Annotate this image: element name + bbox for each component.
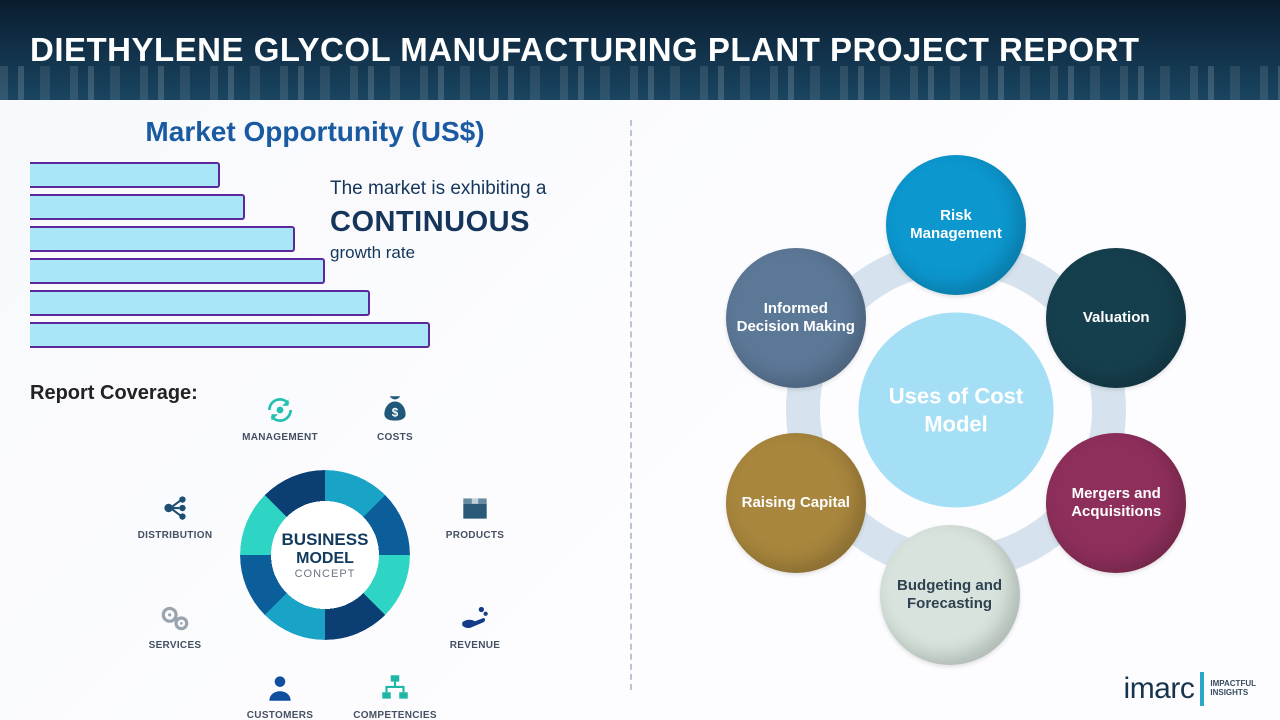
cost-model-node: Raising Capital <box>726 433 866 573</box>
market-bar <box>30 322 430 348</box>
cost-model-hub: Uses of Cost Model Risk ManagementValuat… <box>726 180 1186 640</box>
business-model-item: REVENUE <box>420 600 530 651</box>
market-bar <box>30 258 325 284</box>
left-panel: Market Opportunity (US$) The market is e… <box>0 100 630 720</box>
hub-center-label: Uses of Cost Model <box>859 383 1054 438</box>
business-model-item-label: PRODUCTS <box>420 530 530 541</box>
business-model-diagram: BUSINESS MODEL CONCEPT MANAGEMENT $ COSTS P… <box>80 400 550 710</box>
cost-model-node: Risk Management <box>886 155 1026 295</box>
logo-text: imarc <box>1124 672 1195 706</box>
hand-coins-icon <box>457 600 493 636</box>
skyline-decoration <box>0 66 1280 100</box>
business-model-item: $ COSTS <box>340 392 450 443</box>
box-icon <box>457 490 493 526</box>
market-bar <box>30 162 220 188</box>
cost-model-node: Valuation <box>1046 248 1186 388</box>
network-icon <box>157 490 193 526</box>
cost-model-node: Mergers and Acquisitions <box>1046 433 1186 573</box>
business-model-item: DISTRIBUTION <box>120 490 230 541</box>
body-area: Market Opportunity (US$) The market is e… <box>0 100 1280 720</box>
business-model-item-label: REVENUE <box>420 640 530 651</box>
market-bar <box>30 226 295 252</box>
gears-icon <box>157 600 193 636</box>
market-bar <box>30 290 370 316</box>
header-banner: DIETHYLENE GLYCOL MANUFACTURING PLANT PR… <box>0 0 1280 100</box>
growth-line1: The market is exhibiting a <box>330 178 620 200</box>
svg-text:$: $ <box>392 406 399 419</box>
logo-tagline: IMPACTFUL INSIGHTS <box>1210 680 1256 698</box>
business-model-center-ring: BUSINESS MODEL CONCEPT <box>250 480 400 630</box>
growth-text-block: The market is exhibiting a CONTINUOUS gr… <box>330 178 620 263</box>
logo-bar <box>1200 672 1204 706</box>
brand-logo: imarc IMPACTFUL INSIGHTS <box>1124 672 1256 706</box>
business-model-item: PRODUCTS <box>420 490 530 541</box>
market-bar <box>30 194 245 220</box>
business-model-item-label: CUSTOMERS <box>225 710 335 720</box>
business-model-item: COMPETENCIES <box>340 670 450 720</box>
page-root: DIETHYLENE GLYCOL MANUFACTURING PLANT PR… <box>0 0 1280 720</box>
right-panel: Uses of Cost Model Risk ManagementValuat… <box>632 100 1280 720</box>
business-model-item-label: MANAGEMENT <box>225 432 335 443</box>
org-chart-icon <box>377 670 413 706</box>
business-model-item-label: DISTRIBUTION <box>120 530 230 541</box>
ring-segments <box>240 470 410 640</box>
logo-tag-line2: INSIGHTS <box>1210 689 1256 698</box>
growth-line3: growth rate <box>330 243 620 263</box>
business-model-item: MANAGEMENT <box>225 392 335 443</box>
business-model-item-label: SERVICES <box>120 640 230 651</box>
person-icon <box>262 670 298 706</box>
business-model-item-label: COMPETENCIES <box>340 710 450 720</box>
hub-center-circle: Uses of Cost Model <box>859 313 1054 508</box>
cost-model-node: Budgeting and Forecasting <box>880 525 1020 665</box>
business-model-item: CUSTOMERS <box>225 670 335 720</box>
refresh-bulb-icon <box>262 392 298 428</box>
cost-model-node: Informed Decision Making <box>726 248 866 388</box>
business-model-item-label: COSTS <box>340 432 450 443</box>
market-opportunity-title: Market Opportunity (US$) <box>0 116 630 148</box>
growth-keyword: CONTINUOUS <box>330 206 620 239</box>
header-title: DIETHYLENE GLYCOL MANUFACTURING PLANT PR… <box>30 31 1140 69</box>
money-bag-icon: $ <box>377 392 413 428</box>
business-model-item: SERVICES <box>120 600 230 651</box>
